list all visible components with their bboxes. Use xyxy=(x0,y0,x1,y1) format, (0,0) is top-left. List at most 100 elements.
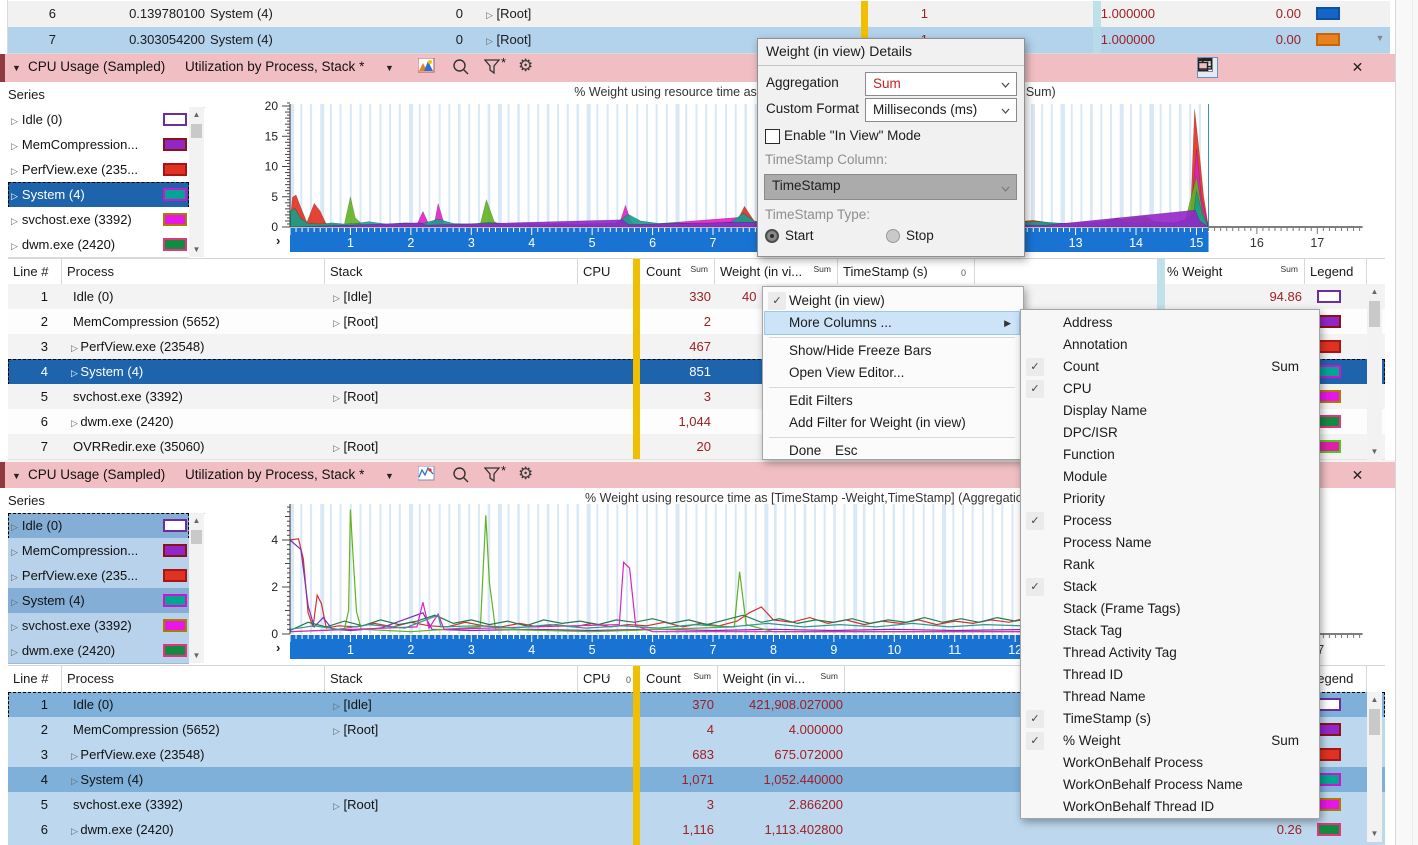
expander-icon[interactable]: ▷ xyxy=(11,547,18,557)
expander-icon[interactable]: ▷ xyxy=(11,166,18,176)
maximize-icon[interactable] xyxy=(1198,58,1337,77)
process-cell[interactable]: ▷ System (4) xyxy=(71,772,144,787)
process-cell[interactable]: ▷ PerfView.exe (23548) xyxy=(71,747,205,762)
submenu-item-thread-activity-tag[interactable]: Thread Activity Tag xyxy=(1063,645,1177,660)
expander-icon[interactable]: ▷ xyxy=(11,141,18,151)
expander-icon[interactable]: ▷ xyxy=(71,776,81,786)
submenu-item-thread-name[interactable]: Thread Name xyxy=(1063,689,1146,704)
submenu-item-process-name[interactable]: Process Name xyxy=(1063,535,1152,550)
expander-icon[interactable]: ▷ xyxy=(333,443,340,453)
scrollbar-thumb[interactable] xyxy=(191,530,202,544)
scroll-down-icon[interactable]: ▼ xyxy=(1370,447,1379,456)
view-preset-label[interactable]: Utilization by Process, Stack * xyxy=(185,59,365,74)
scroll-up-icon[interactable]: ▲ xyxy=(1370,695,1379,704)
expander-icon[interactable]: ▷ xyxy=(333,801,340,811)
submenu-item-function[interactable]: Function xyxy=(1063,447,1115,462)
col-header-cpu[interactable]: CPU xyxy=(578,259,640,285)
expander-icon[interactable]: ▷ xyxy=(333,726,340,736)
menu-item-freeze-bars[interactable]: Show/Hide Freeze Bars xyxy=(789,343,932,358)
search-icon[interactable] xyxy=(452,58,472,78)
table-row[interactable]: 1 Idle (0) ▷ [Idle] 330 40 94.86 xyxy=(8,284,1385,310)
col-header-timestamp[interactable]: TimeStamp (s) ▲ 0 xyxy=(838,259,975,285)
float-window-icon[interactable] xyxy=(1198,58,1307,77)
table-scrollbar[interactable]: ▲ ▼ xyxy=(1367,692,1382,842)
expander-icon[interactable]: ▷ xyxy=(11,241,18,251)
submenu-item-stack[interactable]: ✓ Stack xyxy=(1023,576,1315,598)
submenu-item-stack-tag[interactable]: Stack Tag xyxy=(1063,623,1123,638)
enable-in-view-checkbox[interactable] xyxy=(765,129,780,144)
view-preset-label[interactable]: Utilization by Process, Stack * xyxy=(185,467,365,482)
expander-icon[interactable]: ▷ xyxy=(486,36,493,46)
col-header-process[interactable]: Process xyxy=(62,666,325,692)
expander-icon[interactable]: ▷ xyxy=(333,293,340,303)
col-header-stack[interactable]: Stack xyxy=(325,666,578,692)
col-header-blank[interactable] xyxy=(975,259,1162,285)
scrollbar-thumb[interactable] xyxy=(1369,301,1380,327)
submenu-item-process[interactable]: ✓ Process xyxy=(1023,510,1315,532)
expander-icon[interactable]: ▷ xyxy=(486,10,493,20)
process-cell[interactable]: svchost.exe (3392) xyxy=(73,797,183,812)
scrollbar-thumb[interactable] xyxy=(191,124,202,138)
expander-icon[interactable]: ▷ xyxy=(11,191,18,201)
expander-icon[interactable]: ▷ xyxy=(11,597,18,607)
submenu-item-module[interactable]: Module xyxy=(1063,469,1108,484)
series-column-header[interactable]: Series xyxy=(8,82,205,108)
col-header-weight-in-view[interactable]: Weight (in vi... Sum xyxy=(715,259,838,285)
expander-icon[interactable]: ▷ xyxy=(71,751,81,761)
expander-icon[interactable]: ▷ xyxy=(11,116,18,126)
submenu-item--weight[interactable]: ✓% Weight Sum xyxy=(1023,730,1315,752)
expander-icon[interactable]: ▷ xyxy=(11,622,18,632)
series-item-memcompression-[interactable]: ▷ MemCompression... xyxy=(8,538,189,564)
series-item-perfview-exe-235-[interactable]: ▷ PerfView.exe (235... xyxy=(8,157,189,183)
freeze-bar[interactable] xyxy=(633,666,640,845)
series-scrollbar[interactable]: ▲ ▼ xyxy=(189,107,204,257)
series-item-memcompression-[interactable]: ▷ MemCompression... xyxy=(8,132,189,158)
menu-item-weight-in-view[interactable]: ✓ Weight (in view) xyxy=(765,290,1019,312)
submenu-item-priority[interactable]: Priority xyxy=(1063,491,1106,506)
custom-format-select[interactable]: Milliseconds (ms) xyxy=(865,98,1017,122)
gear-icon[interactable]: ⚙ xyxy=(518,464,534,483)
col-header-stack[interactable]: Stack xyxy=(325,259,578,285)
expander-icon[interactable]: ▷ xyxy=(71,368,81,378)
scroll-up-icon[interactable]: ▲ xyxy=(1370,287,1379,296)
menu-item-done[interactable]: Done Esc xyxy=(765,440,1019,462)
submenu-item-display-name[interactable]: Display Name xyxy=(1063,403,1148,418)
scrollbar-thumb[interactable] xyxy=(1369,709,1380,735)
series-item-dwm-exe-2420-[interactable]: ▷ dwm.exe (2420) xyxy=(8,638,189,664)
submenu-item-timestamp-s-[interactable]: ✓ TimeStamp (s) xyxy=(1023,708,1315,730)
series-scrollbar[interactable]: ▲ ▼ xyxy=(189,513,204,663)
submenu-item-thread-id[interactable]: Thread ID xyxy=(1063,667,1124,682)
stack-cell[interactable]: ▷ [Root] xyxy=(333,389,379,404)
expander-icon[interactable]: ▷ xyxy=(11,572,18,582)
submenu-item-cpu[interactable]: ✓ CPU xyxy=(1023,378,1315,400)
aggregation-select[interactable]: Sum xyxy=(865,72,1017,96)
process-cell[interactable]: svchost.exe (3392) xyxy=(73,389,183,404)
expander-icon[interactable]: ▷ xyxy=(333,701,340,711)
stack-cell[interactable]: ▷ [Root] xyxy=(333,439,379,454)
close-icon[interactable]: ✕ xyxy=(1351,59,1364,75)
col-header-line[interactable]: Line # xyxy=(8,259,62,285)
process-cell[interactable]: MemCompression (5652) xyxy=(73,314,220,329)
submenu-item-count[interactable]: ✓ Count Sum xyxy=(1023,356,1315,378)
series-item-system-4-[interactable]: ▷ System (4) xyxy=(8,182,189,208)
col-header-line[interactable]: Line # xyxy=(8,666,62,692)
series-item-system-4-[interactable]: ▷ System (4) xyxy=(8,588,189,614)
view-preset-dropdown-icon[interactable]: ▼ xyxy=(385,471,394,481)
radio-stop[interactable] xyxy=(886,229,900,243)
table-row[interactable]: 6 ▷ dwm.exe (2420) 1,116 1,113.402800 0.26 xyxy=(8,817,1385,843)
series-item-perfview-exe-235-[interactable]: ▷ PerfView.exe (235... xyxy=(8,563,189,589)
submenu-item-workonbehalf-process-name[interactable]: WorkOnBehalf Process Name xyxy=(1063,777,1243,792)
graph-thumbnail-icon[interactable] xyxy=(418,466,438,486)
search-icon[interactable] xyxy=(452,466,472,486)
table-scrollbar[interactable]: ▲ ▼ xyxy=(1367,284,1382,460)
series-item-svchost-exe-3392-[interactable]: ▷ svchost.exe (3392) xyxy=(8,613,189,639)
freeze-bar[interactable] xyxy=(633,259,640,459)
expander-icon[interactable]: ▷ xyxy=(11,647,18,657)
radio-stop-label[interactable]: Stop xyxy=(906,228,934,243)
maximize-icon[interactable] xyxy=(1198,466,1337,485)
radio-start-label[interactable]: Start xyxy=(785,228,814,243)
submenu-item-address[interactable]: Address xyxy=(1063,315,1113,330)
process-cell[interactable]: Idle (0) xyxy=(73,697,114,712)
expander-icon[interactable]: ▷ xyxy=(11,216,18,226)
